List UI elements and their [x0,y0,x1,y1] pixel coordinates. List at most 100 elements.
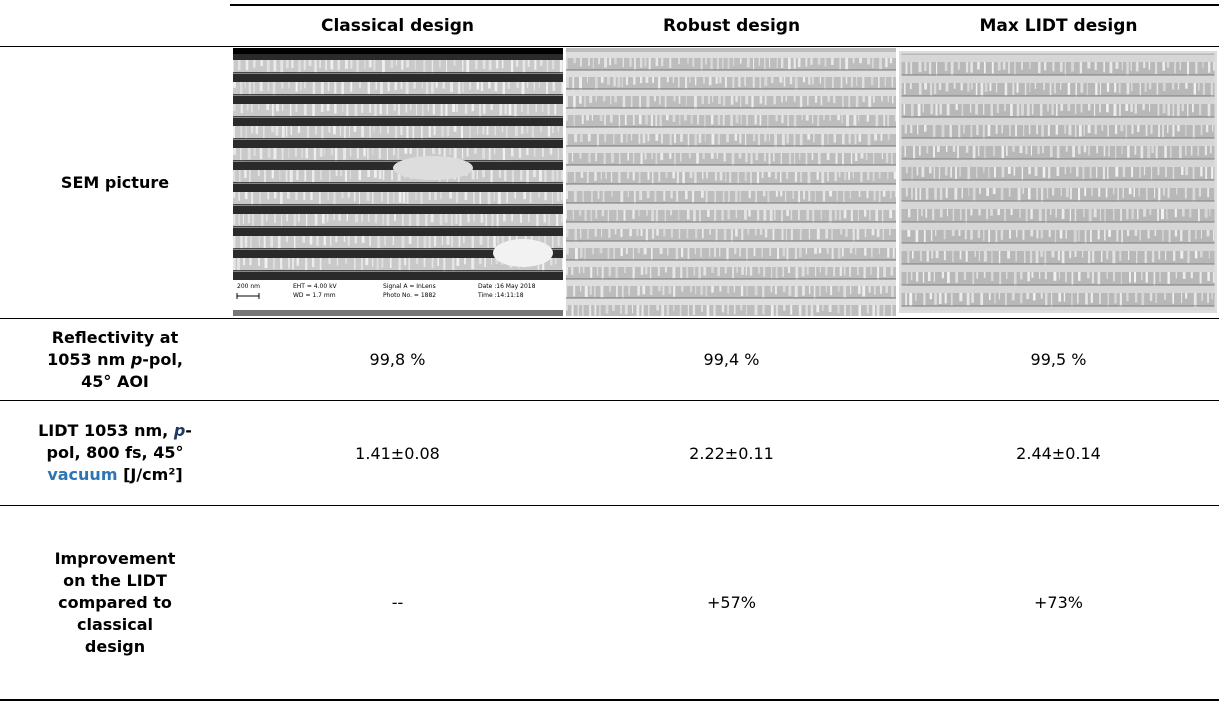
texture [781,210,783,223]
texture [1065,146,1068,152]
texture [923,230,926,243]
texture [609,286,611,293]
texture [425,82,429,96]
texture [919,188,922,200]
texture [233,248,563,250]
texture [295,104,298,113]
texture [685,96,687,106]
texture [609,115,613,123]
texture [1053,83,1056,94]
texture [1053,272,1057,281]
texture [711,267,715,273]
texture [1174,62,1176,74]
texture [730,115,733,126]
texture [1161,209,1164,220]
texture [759,96,763,104]
texture [301,148,303,159]
texture [528,214,530,223]
texture [473,148,477,154]
texture [587,229,589,239]
texture [338,214,341,221]
texture [858,286,861,294]
texture [826,248,829,254]
texture [858,115,860,122]
texture [1006,272,1008,280]
texture [694,96,697,109]
texture [687,58,689,64]
texture [701,191,704,198]
texture [1154,188,1156,198]
texture [566,286,568,299]
texture [584,286,588,297]
texture [1118,83,1121,94]
texture [662,286,665,296]
texture [1205,167,1208,179]
texture [647,134,650,142]
texture [899,76,1217,83]
texture [775,191,779,197]
texture [669,134,672,145]
texture [1159,272,1161,283]
texture [1181,293,1183,304]
texture [952,146,956,152]
texture [879,286,883,294]
texture [762,286,765,299]
texture [970,125,973,139]
texture [763,191,766,197]
texture [600,229,603,238]
texture [945,83,949,92]
texture [1088,209,1092,223]
texture [233,138,563,140]
texture [815,267,817,277]
texture [343,126,346,139]
texture [757,267,761,274]
texture [566,107,896,109]
texture [1040,230,1044,239]
texture [945,146,948,152]
texture [398,104,400,115]
texture [855,96,859,108]
texture [978,146,980,157]
texture [1188,230,1191,242]
texture [488,60,492,71]
texture [1069,209,1072,223]
texture [1181,167,1184,176]
texture [259,148,263,159]
texture [1065,272,1067,282]
texture [605,305,609,314]
texture [965,209,967,223]
texture [640,267,644,275]
texture [862,96,865,103]
texture [274,192,277,199]
texture [1192,104,1194,113]
texture [423,60,426,74]
texture [491,214,494,228]
texture [502,82,505,96]
texture [955,167,957,179]
texture [871,248,873,258]
texture [756,172,760,184]
texture [393,104,396,111]
texture [751,96,754,109]
texture [303,104,307,116]
texture [451,214,453,226]
texture [639,58,643,68]
texture [899,223,1217,230]
texture [715,229,718,241]
texture [1198,188,1202,197]
texture [608,229,611,238]
texture [542,258,545,272]
texture [1091,272,1094,284]
texture [627,153,629,161]
texture [361,258,363,271]
texture [427,104,429,112]
texture [471,258,475,270]
texture [406,60,409,68]
texture [594,305,597,316]
texture [433,126,436,136]
texture [988,230,991,243]
texture [549,148,553,155]
texture [614,58,617,65]
texture [600,172,602,180]
texture [590,210,592,222]
